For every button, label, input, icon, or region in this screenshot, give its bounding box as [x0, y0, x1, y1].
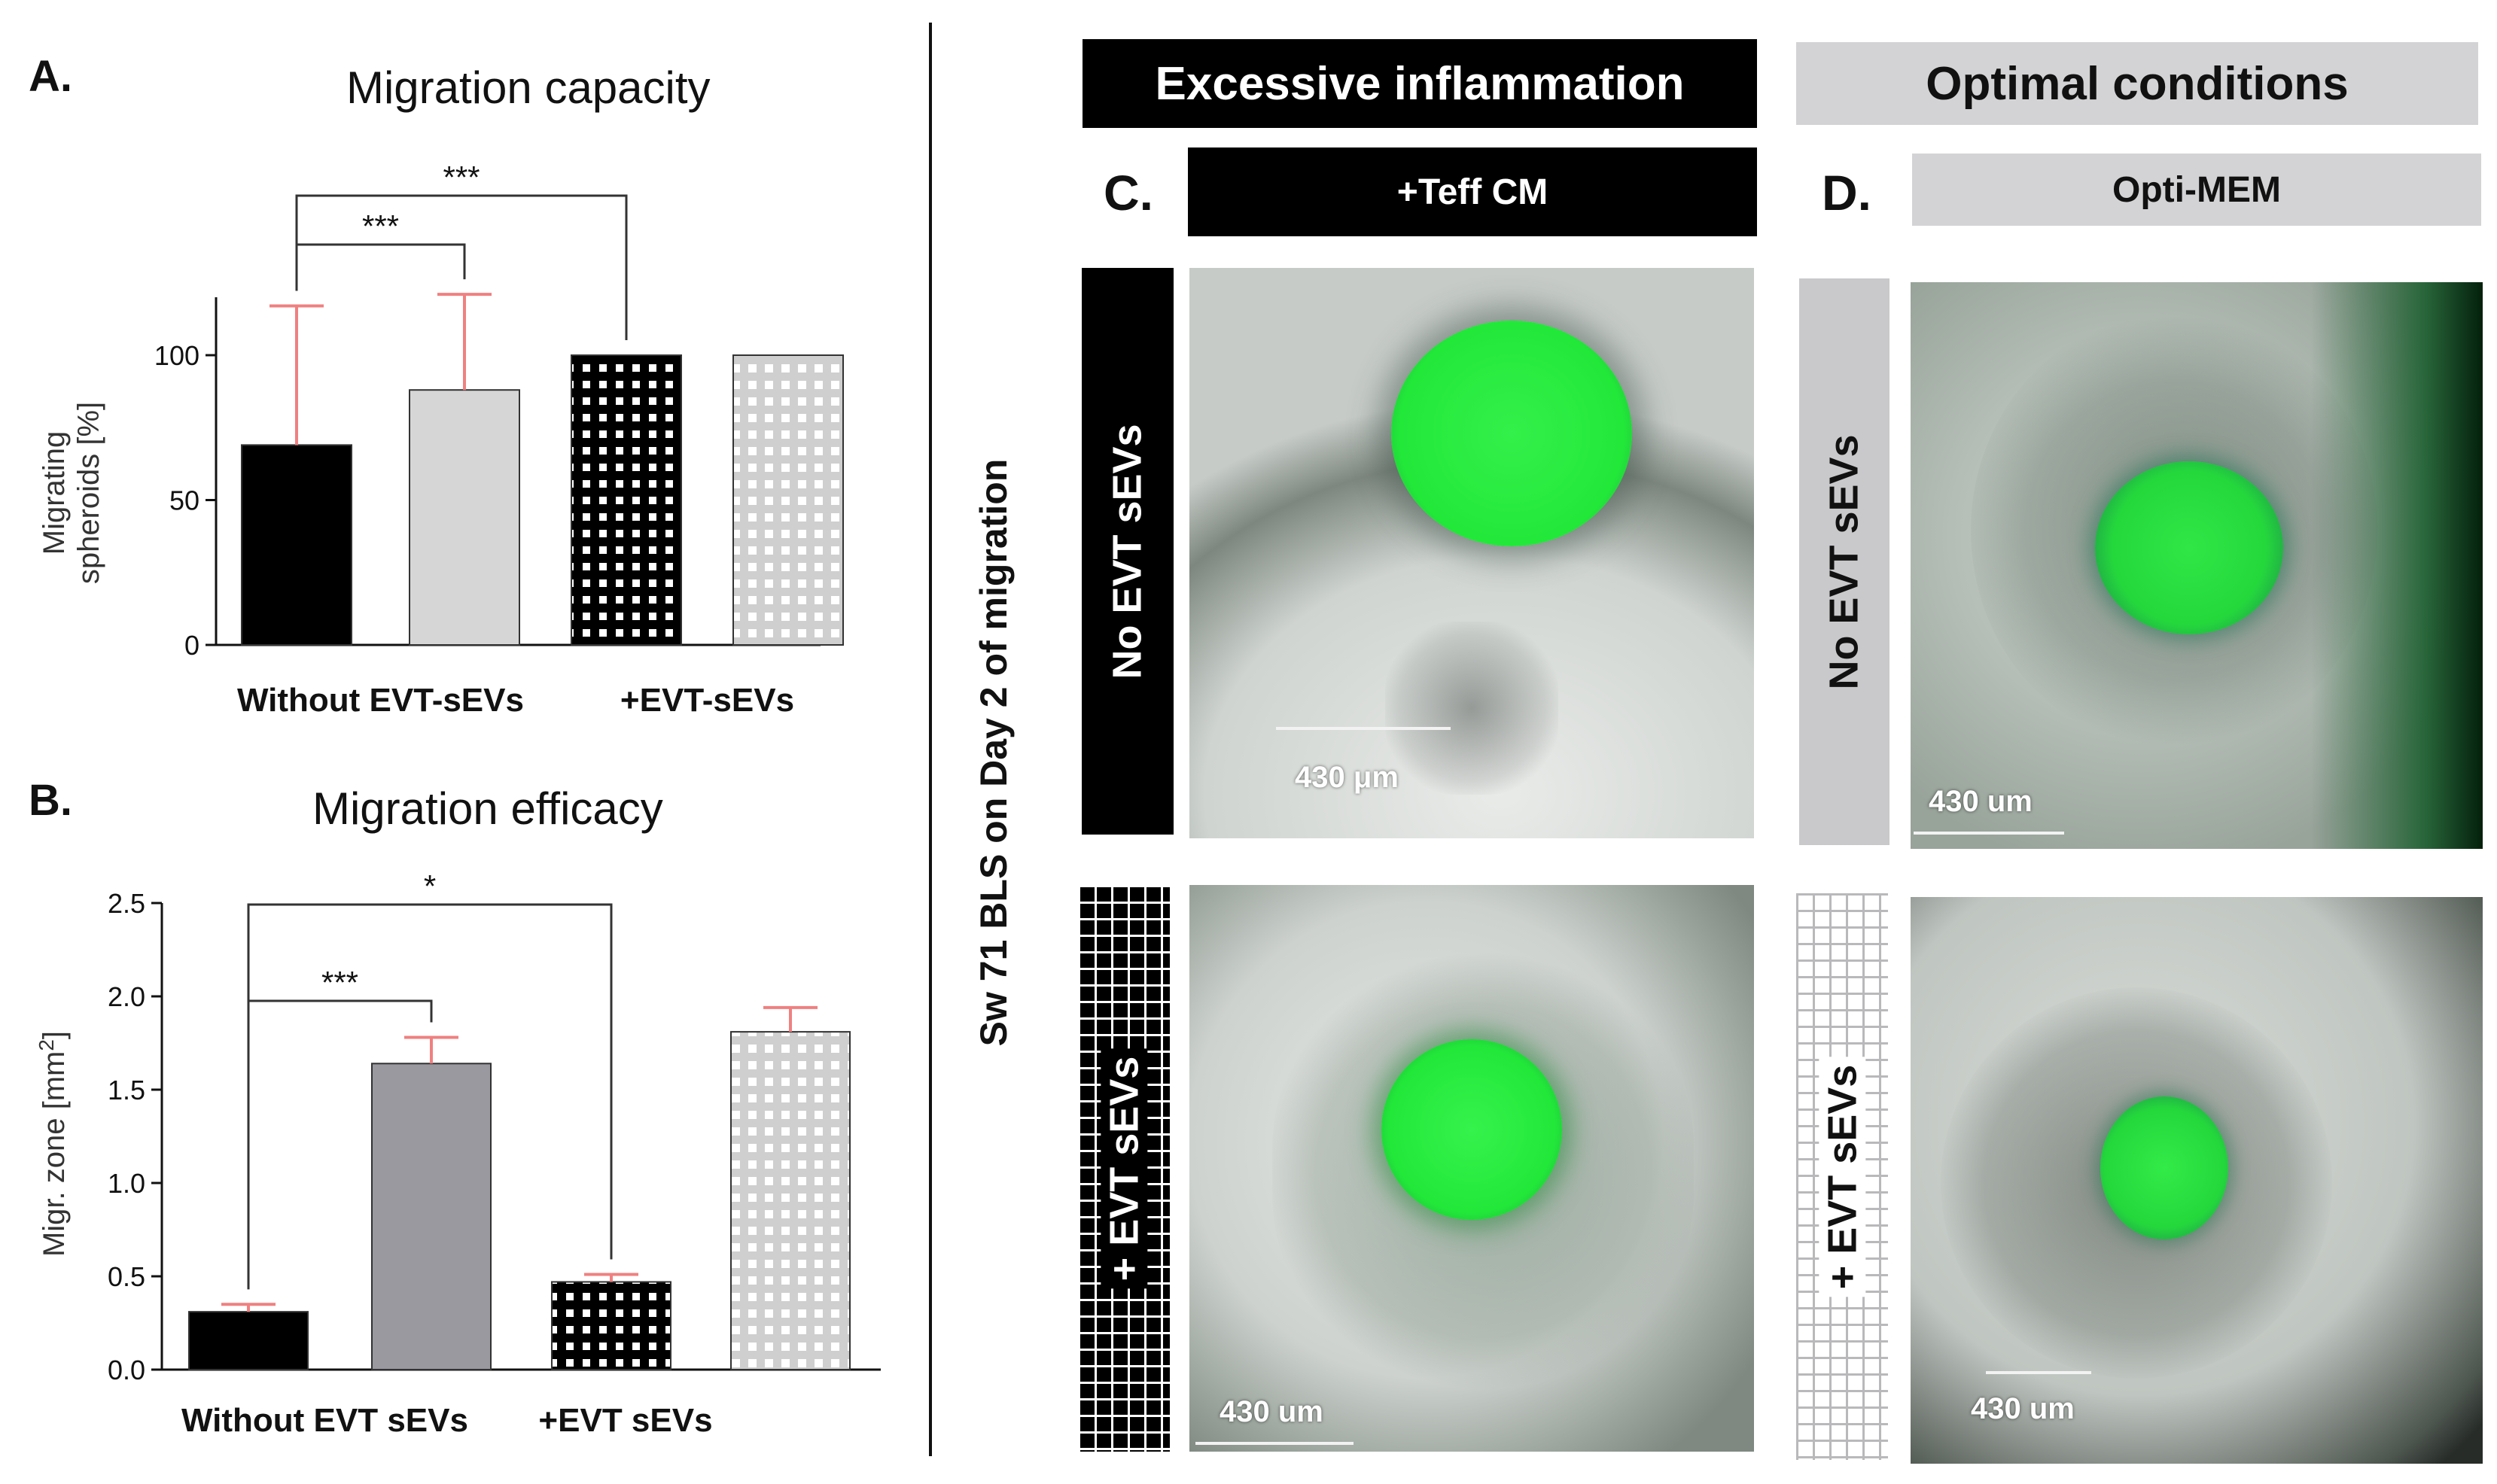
significance-label: *** — [362, 208, 399, 244]
spheroid-c-bottom — [1381, 1039, 1562, 1220]
bar — [571, 354, 682, 646]
y-axis-label-end: ] — [38, 1031, 71, 1039]
panel-letter-c: C. — [1104, 165, 1153, 220]
bar — [732, 354, 844, 646]
significance-label: * — [424, 868, 436, 904]
spheroid-c-top — [1391, 321, 1632, 546]
migration-capacity-chart: 0 50 100 Migratingspheroids [%] Without EVT-… — [38, 160, 844, 719]
chart-title-a: Migration capacity — [346, 62, 711, 113]
vertical-caption-text: Sw 71 BLS on Day 2 of migration — [973, 458, 1015, 1047]
y-axis-label-sup: 2 — [35, 1039, 58, 1051]
bar — [188, 1311, 309, 1370]
y-tick-label: 100 — [154, 340, 199, 371]
panel-letter-d: D. — [1822, 165, 1871, 220]
bar — [409, 389, 520, 646]
migration-efficacy-chart: 0.0 0.5 1.0 1.5 2.0 2.5 Migr. zone [mm2] Withou… — [35, 868, 881, 1439]
subheader-opti-mem: Opti-MEM — [1912, 154, 2481, 226]
y-axis-label-line: Migrating — [38, 431, 71, 555]
bar — [371, 1063, 492, 1370]
bar — [551, 1281, 671, 1370]
group-label: +EVT-sEVs — [620, 682, 794, 719]
bar — [730, 1031, 851, 1370]
subheader-teff-cm-label: +Teff CM — [1396, 172, 1548, 212]
y-tick-label: 0.0 — [108, 1355, 145, 1385]
micrograph-c-no-evt: 430 μm — [1189, 268, 1754, 838]
group-label: Without EVT sEVs — [181, 1402, 468, 1439]
scale-label-c-top: 430 μm — [1295, 761, 1399, 794]
y-tick-label: 50 — [169, 485, 199, 516]
significance-bracket — [295, 243, 466, 291]
row-label-c-no-evt: No EVT sEVs — [1082, 268, 1174, 835]
y-axis-label-main: Migr. zone [mm — [38, 1051, 71, 1257]
y-axis-label: Migratingspheroids [%] — [38, 402, 105, 584]
y-tick-label: 2.0 — [108, 981, 145, 1012]
group-label: +EVT sEVs — [538, 1402, 712, 1439]
scale-label-c-bottom: 430 um — [1220, 1395, 1323, 1428]
spheroid-d-top — [2095, 461, 2283, 634]
scale-label-d-top: 430 um — [1929, 785, 2033, 818]
row-label-d-plus-evt: + EVT sEVs — [1796, 893, 1888, 1460]
chart-title-b: Migration efficacy — [312, 783, 663, 834]
scale-label-d-bottom: 430 um — [1971, 1392, 2075, 1425]
row-label-d-plus-evt-text: + EVT sEVs — [1819, 1057, 1866, 1297]
y-tick-label: 0 — [184, 630, 199, 661]
subheader-opti-mem-label: Opti-MEM — [2112, 169, 2281, 210]
micrograph-d-plus-evt: 430 um — [1911, 897, 2483, 1464]
y-axis-label: Migr. zone [mm2] — [35, 1031, 71, 1257]
group-label: Without EVT-sEVs — [237, 682, 524, 719]
bar — [241, 444, 352, 646]
significance-label: *** — [321, 965, 358, 1000]
y-axis-label-line: spheroids [%] — [72, 402, 105, 584]
scale-bar-d-top — [1914, 832, 2064, 835]
row-label-c-no-evt-text: No EVT sEVs — [1105, 423, 1151, 680]
row-label-c-plus-evt-text: + EVT sEVs — [1101, 1048, 1148, 1288]
y-tick-label: 0.5 — [108, 1261, 145, 1292]
significance-label: *** — [443, 160, 480, 195]
header-optimal-conditions: Optimal conditions — [1796, 42, 2478, 125]
micrograph-d-no-evt: 430 um — [1911, 282, 2483, 849]
scale-bar-c-bottom — [1195, 1442, 1354, 1445]
row-label-d-no-evt-text: No EVT sEVs — [1822, 433, 1868, 690]
row-label-c-plus-evt: + EVT sEVs — [1078, 885, 1170, 1452]
subheader-teff-cm: +Teff CM — [1188, 147, 1757, 236]
header-excessive-inflammation: Excessive inflammation — [1083, 39, 1757, 128]
scale-bar-c-top — [1276, 727, 1451, 730]
significance-bracket — [295, 194, 628, 340]
cell-debris — [1385, 622, 1558, 795]
significance-bracket — [247, 903, 613, 1290]
panel-letter-b: B. — [29, 776, 72, 825]
panel-letter-a: A. — [29, 52, 72, 101]
header-excessive-inflammation-label: Excessive inflammation — [1155, 57, 1685, 110]
y-tick-label: 1.0 — [108, 1168, 145, 1199]
y-tick-label: 1.5 — [108, 1075, 145, 1105]
micrograph-c-plus-evt: 430 um — [1189, 885, 1754, 1452]
header-optimal-conditions-label: Optimal conditions — [1926, 57, 2349, 110]
row-label-d-no-evt: No EVT sEVs — [1799, 278, 1889, 845]
spheroid-d-bottom — [2100, 1096, 2228, 1239]
panel-divider — [929, 23, 932, 1456]
y-tick-label: 2.5 — [108, 888, 145, 919]
scale-bar-d-bottom — [1986, 1371, 2091, 1374]
